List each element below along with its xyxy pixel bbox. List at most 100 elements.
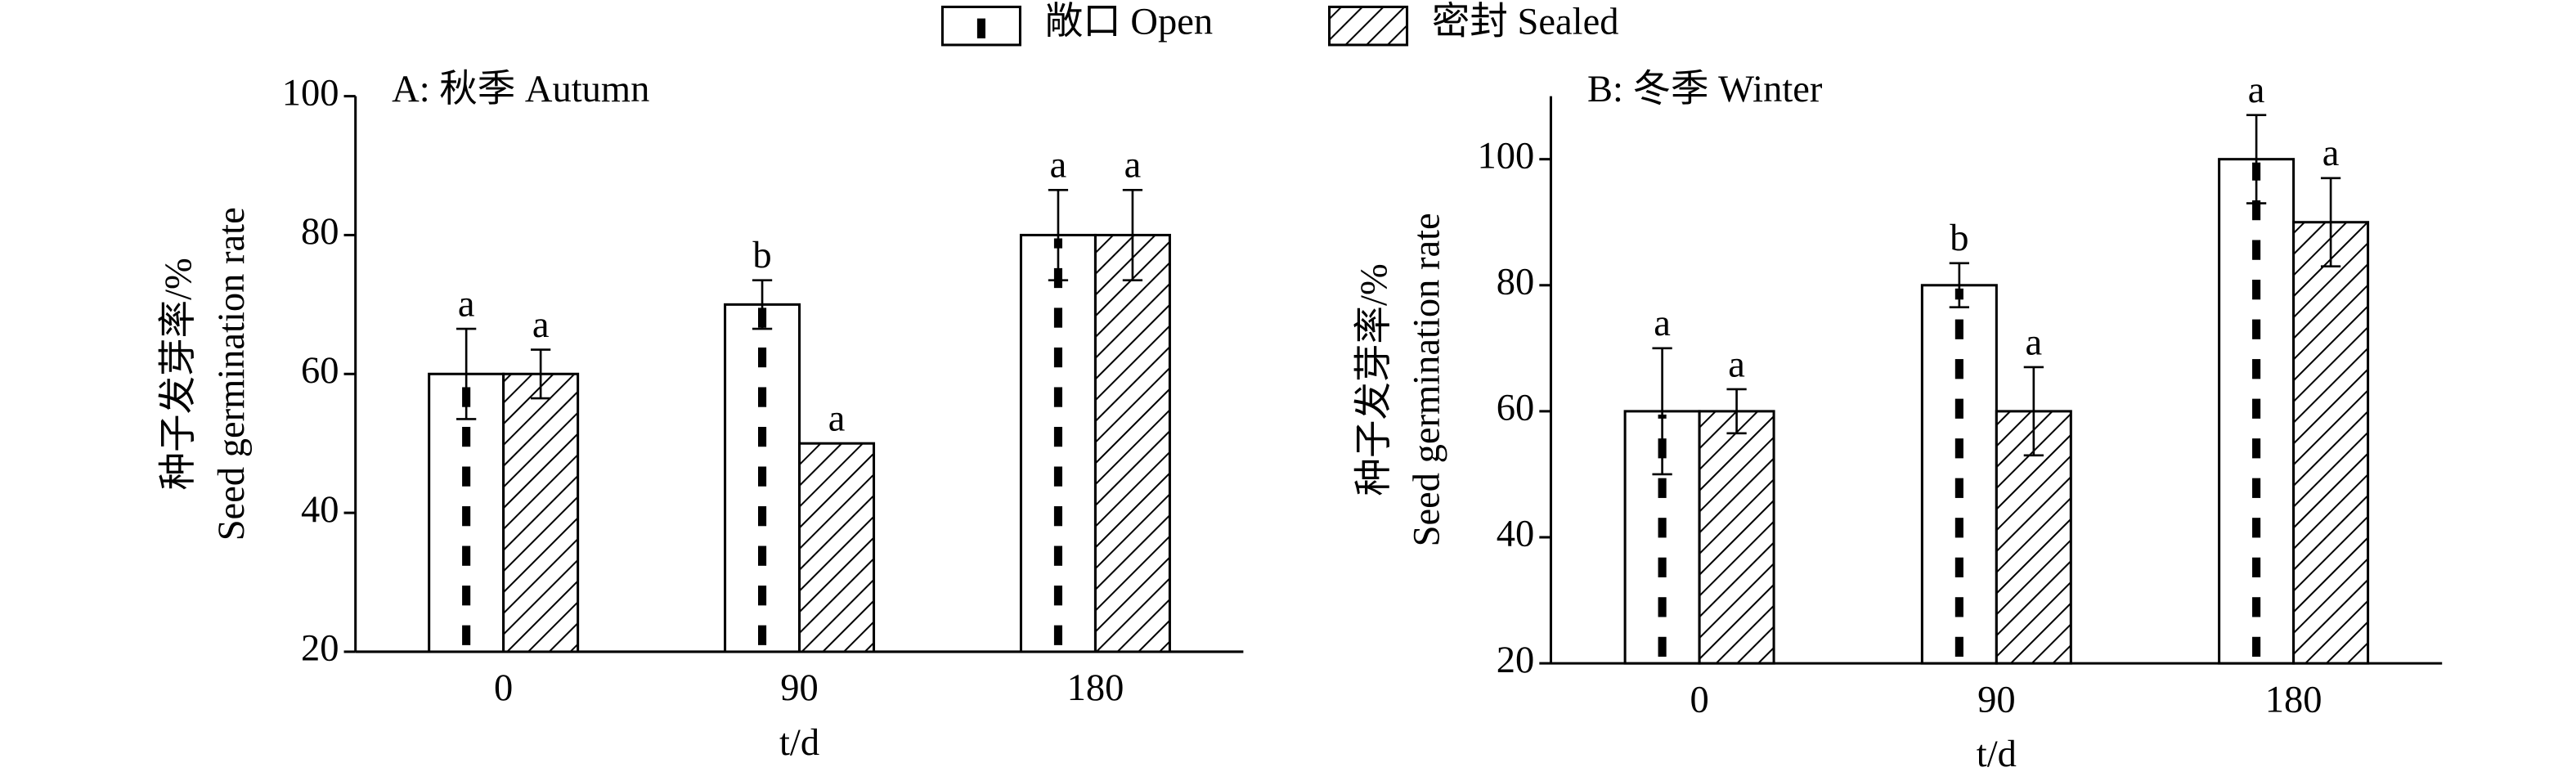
dash (2252, 359, 2261, 379)
x-tick-label: 0 (494, 667, 513, 709)
x-axis-label: t/d (779, 722, 819, 764)
y-axis-label: 种子发芽率/% (1353, 263, 1395, 496)
dash (1053, 387, 1063, 407)
dash (2252, 438, 2261, 459)
bar-fill (2293, 222, 2368, 664)
dash (1053, 625, 1063, 645)
y-tick-label: 60 (1497, 388, 1534, 429)
bar (1093, 233, 1171, 653)
dash (2252, 636, 2261, 658)
significance-letter: a (2026, 321, 2043, 363)
legend: 敞口 Open 密封 Sealed (940, 1, 1619, 47)
dash (1658, 597, 1667, 617)
x-tick-label: 180 (1067, 667, 1124, 709)
significance-letter: a (1728, 343, 1745, 385)
panel-title: B: 冬季 Winter (1587, 69, 1823, 110)
y-tick-label: 40 (1497, 514, 1534, 555)
dash (1658, 557, 1667, 577)
significance-letter: a (532, 304, 550, 346)
bar (2218, 158, 2296, 665)
legend-swatch-outline (940, 5, 1021, 47)
significance-letter: b (1950, 218, 1968, 259)
bar-fill (1699, 411, 1775, 664)
bar-fill (799, 443, 874, 652)
bar-fill (1095, 235, 1170, 652)
bar (1920, 284, 1998, 665)
bar (502, 372, 580, 653)
dash (1658, 636, 1667, 658)
y-tick-label: 20 (301, 628, 339, 670)
error-bar (531, 348, 551, 400)
bar-fill (503, 374, 578, 652)
x-tick-label: 180 (2265, 679, 2322, 720)
legend-swatch (940, 5, 1021, 47)
y-axis-label: 种子发芽率/% (158, 258, 200, 490)
dash (1954, 319, 1963, 339)
y-tick-label: 40 (301, 489, 339, 531)
dash (758, 586, 767, 606)
dash (758, 426, 767, 447)
dash (1658, 518, 1667, 538)
dash (1053, 307, 1063, 328)
error-bar (1122, 188, 1143, 281)
dash (1954, 636, 1963, 658)
panel-title: A: 秋季 Autumn (392, 69, 649, 110)
dash (462, 426, 471, 447)
dash (758, 466, 767, 487)
dash (462, 506, 471, 527)
significance-letter: a (2248, 70, 2265, 111)
dash (1053, 347, 1063, 368)
y-tick-label: 60 (301, 350, 339, 392)
dash (1954, 597, 1963, 617)
y-tick-label: 100 (282, 72, 339, 114)
error-bar (2320, 177, 2341, 267)
error-bar (1652, 347, 1672, 476)
dash (462, 586, 471, 606)
dash (1954, 557, 1963, 577)
x-tick-label: 90 (1977, 679, 2016, 720)
significance-letter: a (828, 398, 846, 440)
legend-swatch (1328, 5, 1409, 47)
error-bar (1048, 188, 1069, 281)
error-bar (752, 279, 773, 330)
y-axis-label: Seed germination rate (211, 207, 253, 541)
error-bar (1726, 388, 1747, 435)
dash (1954, 359, 1963, 379)
dash (1658, 478, 1667, 498)
dash (2252, 478, 2261, 498)
error-bar (1949, 262, 1969, 309)
dash (2252, 398, 2261, 419)
dash (1954, 478, 1963, 498)
legend-swatch-fill (1329, 7, 1407, 45)
significance-letter: a (1050, 145, 1067, 186)
dash (758, 506, 767, 527)
significance-letter: a (1654, 303, 1671, 344)
dash (1954, 438, 1963, 459)
dash (2252, 280, 2261, 300)
error-bar (2246, 114, 2267, 204)
y-tick-label: 20 (1497, 640, 1534, 681)
dash (462, 466, 471, 487)
dash (1053, 466, 1063, 487)
y-tick-label: 100 (1478, 135, 1535, 177)
dash (758, 625, 767, 645)
dash (1053, 586, 1063, 606)
bar (2292, 221, 2370, 665)
legend-label: 密封 Sealed (1432, 1, 1619, 43)
dash (2252, 557, 2261, 577)
significance-letter: b (752, 235, 771, 276)
dash (758, 347, 767, 368)
significance-letter: a (2322, 132, 2340, 174)
significance-letter: a (458, 283, 475, 325)
x-tick-label: 0 (1690, 679, 1708, 720)
bar (428, 372, 505, 653)
x-tick-label: 90 (780, 667, 819, 709)
dash (2252, 518, 2261, 538)
bar (724, 303, 801, 653)
legend-label: 敞口 Open (1045, 1, 1213, 43)
x-axis-label: t/d (1977, 734, 2017, 775)
dash (1053, 506, 1063, 527)
legend-swatch-outline (1328, 5, 1409, 47)
dash (2252, 319, 2261, 339)
y-tick-label: 80 (301, 211, 339, 253)
